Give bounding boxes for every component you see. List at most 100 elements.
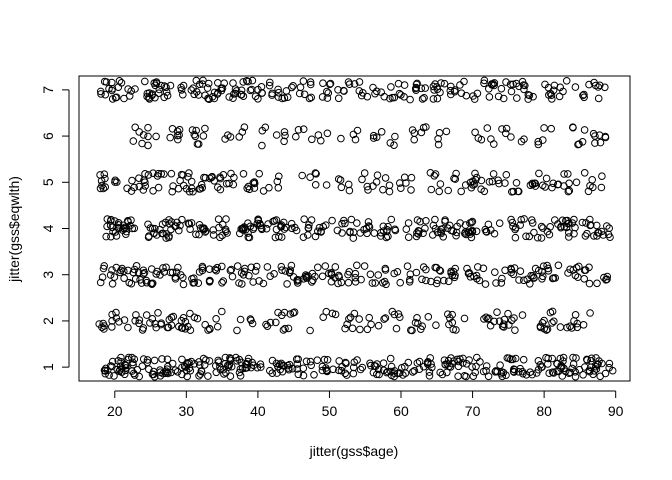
data-point xyxy=(407,326,415,335)
data-point xyxy=(99,184,108,193)
data-point xyxy=(98,323,106,332)
data-point xyxy=(98,273,107,282)
data-point xyxy=(547,91,556,99)
data-point xyxy=(129,360,137,369)
data-point xyxy=(186,309,194,318)
data-point xyxy=(501,179,509,187)
data-point xyxy=(415,357,424,366)
data-point xyxy=(364,186,372,194)
data-point xyxy=(465,269,474,277)
data-point xyxy=(517,137,526,146)
data-point xyxy=(168,187,176,196)
data-point xyxy=(565,179,573,188)
data-point xyxy=(203,84,212,92)
x-axis-label: jitter(gss$age) xyxy=(309,443,399,459)
data-point xyxy=(212,266,221,275)
data-point xyxy=(558,372,567,380)
data-point xyxy=(197,367,206,376)
x-tick-label: 20 xyxy=(107,403,123,419)
data-point xyxy=(471,128,479,137)
data-point xyxy=(549,274,558,282)
data-point xyxy=(445,221,454,230)
data-point xyxy=(468,363,476,371)
data-point xyxy=(483,124,492,132)
data-point xyxy=(373,360,381,368)
data-point xyxy=(387,83,395,91)
data-point xyxy=(114,83,123,91)
data-point xyxy=(150,356,159,365)
data-point xyxy=(448,271,457,280)
data-point xyxy=(216,233,224,242)
data-point xyxy=(460,372,469,380)
data-point xyxy=(400,81,409,89)
data-point xyxy=(215,223,223,232)
data-point xyxy=(413,359,422,367)
data-point xyxy=(128,176,136,185)
data-point xyxy=(312,170,320,178)
data-point xyxy=(427,185,436,194)
data-point xyxy=(518,311,527,319)
data-point xyxy=(605,224,614,232)
data-point xyxy=(263,263,272,271)
data-point xyxy=(256,219,264,228)
data-point xyxy=(229,79,237,87)
data-point xyxy=(351,269,360,278)
data-point xyxy=(350,309,359,318)
data-point xyxy=(110,273,119,281)
data-point xyxy=(230,90,238,98)
data-point xyxy=(467,218,476,227)
data-point xyxy=(209,231,218,239)
data-point xyxy=(314,227,322,236)
data-point xyxy=(520,215,528,223)
data-point xyxy=(287,261,296,270)
data-point xyxy=(397,184,405,192)
data-point xyxy=(182,367,191,375)
data-point xyxy=(430,172,439,180)
data-point xyxy=(335,357,344,365)
data-point xyxy=(216,185,225,194)
data-point xyxy=(571,372,580,381)
data-point xyxy=(198,266,207,275)
data-point xyxy=(575,262,583,271)
data-point xyxy=(167,218,176,226)
data-point xyxy=(345,315,353,323)
data-point xyxy=(534,357,543,365)
data-point xyxy=(262,320,270,329)
data-point xyxy=(160,170,168,178)
data-point xyxy=(571,311,580,319)
data-point xyxy=(477,185,485,193)
data-point xyxy=(578,218,587,227)
data-point xyxy=(302,357,311,366)
data-point xyxy=(589,183,597,192)
data-point xyxy=(412,83,421,92)
data-point xyxy=(519,355,528,364)
data-point xyxy=(401,362,409,371)
data-point xyxy=(346,227,354,236)
data-point xyxy=(592,362,600,371)
data-point xyxy=(226,133,235,141)
data-point xyxy=(201,124,209,133)
data-point xyxy=(274,85,282,94)
data-point xyxy=(221,225,230,234)
data-point xyxy=(131,275,140,283)
data-point xyxy=(272,225,281,234)
data-point xyxy=(435,187,444,196)
data-point xyxy=(108,323,116,331)
data-point xyxy=(326,79,335,88)
data-point xyxy=(219,277,228,285)
data-point xyxy=(369,182,377,190)
data-point xyxy=(311,232,320,241)
data-point xyxy=(306,78,315,86)
data-point xyxy=(186,225,194,233)
data-point xyxy=(465,228,474,237)
data-point xyxy=(304,224,313,233)
data-point xyxy=(227,362,236,371)
data-point xyxy=(159,264,167,272)
data-point xyxy=(421,84,430,92)
data-point xyxy=(194,279,203,287)
data-point xyxy=(417,84,426,93)
data-point xyxy=(206,174,214,183)
data-point xyxy=(565,229,573,237)
data-point xyxy=(281,131,289,140)
y-tick-label: 7 xyxy=(40,86,56,94)
